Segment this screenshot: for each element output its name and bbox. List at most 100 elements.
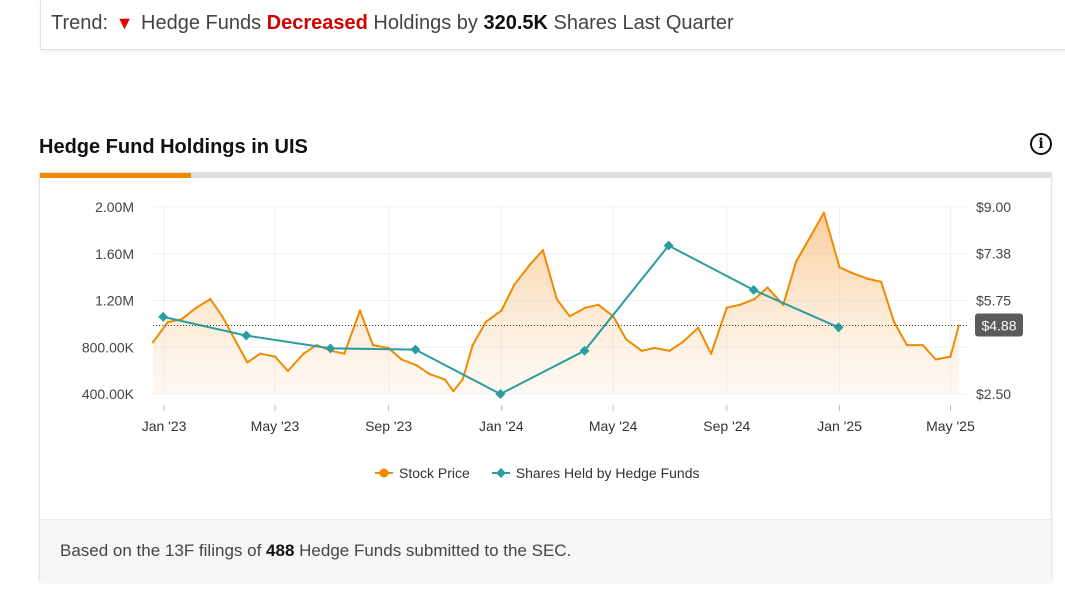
y-left-tick-label: 800.00K [82,339,135,355]
shares-held-point[interactable] [579,345,590,356]
y-right-tick-label: $9.00 [976,199,1011,215]
stock-price-legend-icon [375,468,393,478]
stock-price-point [696,326,700,330]
tab-bar [40,173,1051,178]
stock-price-point [195,306,198,309]
stock-price-point [934,358,937,361]
stock-price-point [258,352,262,355]
stock-price-point [753,297,756,301]
x-tick-label: May '24 [589,418,638,434]
stock-price-point [584,306,587,309]
y-left-tick-label: 400.00K [82,386,135,402]
stock-price-line [152,211,960,393]
shares-held-point[interactable] [663,240,674,251]
legend-label-stock-price: Stock Price [399,465,470,481]
trend-middle: Holdings by [373,12,478,34]
y-left-tick-label: 1.60M [95,246,134,262]
legend-label-shares-held: Shares Held by Hedge Funds [515,465,700,481]
stock-price-point [681,341,684,344]
shares-held-legend-icon [491,468,510,478]
shares-held-point[interactable] [241,330,252,341]
stock-price-point [461,378,464,381]
tab-active-indicator[interactable] [40,173,191,178]
trend-prefix: Trend: [51,12,109,34]
stock-price-point [151,341,155,344]
y-right-tick-label: $7.38 [976,246,1011,262]
stock-price-point [209,297,212,301]
stock-price-point [892,320,896,324]
chart-legend: Stock Price Shares Held by Hedge Funds [375,465,699,481]
shares-held-point[interactable] [325,343,336,354]
stock-price-point [568,315,571,318]
stock-price-point [766,286,769,289]
x-tick-label: Jan '25 [817,418,862,434]
stock-price-point [555,297,559,301]
info-icon[interactable]: i [1030,133,1052,155]
stock-price-point [371,343,375,347]
stock-price-point [809,234,813,237]
stock-price-point [428,372,431,376]
stock-price-point [180,318,183,321]
footer-prefix: Based on the 13F filings of [60,541,262,560]
stock-price-point [921,343,924,347]
stock-price-point [500,309,503,312]
stock-price-point [738,303,741,307]
down-arrow-icon: ▼ [115,13,134,33]
stock-price-point [597,303,600,307]
current-price-label: $4.88 [981,318,1016,334]
y-right-tick-label: $5.75 [976,293,1011,309]
trend-suffix: Shares Last Quarter [553,12,734,34]
stock-price-point [400,358,403,361]
x-tick-label: Sep '23 [365,418,412,434]
stock-price-point [709,352,713,355]
stock-price-point [273,355,277,358]
legend-item-stock-price[interactable]: Stock Price [375,465,470,481]
y-right-tick-label: $2.50 [976,386,1011,402]
x-tick-label: Sep '24 [703,418,750,434]
stock-price-point [624,338,628,341]
stock-price-point [471,343,474,347]
stock-price-point [528,263,532,266]
stock-price-point [822,211,826,214]
stock-price-point [879,280,883,283]
holdings-chart: 2.00M 1.60M 1.20M 800.00K 400.00K $9.00 $7.38… [82,199,1023,434]
stock-price-point [443,378,447,381]
trend-subject: Hedge Funds [141,12,262,34]
stock-price-point [541,248,545,252]
stock-price-point [905,343,909,347]
x-tick-label: May '23 [251,418,300,434]
hedge-fund-count: 488 [266,541,295,560]
stock-price-point [838,266,841,269]
stock-price-point [484,320,487,324]
stock-price-area [153,212,959,394]
stock-price-point [640,349,644,353]
stock-price-point [668,349,671,353]
x-tick-label: May '25 [926,418,975,434]
shares-held-point[interactable] [158,311,169,322]
x-tick-label: Jan '24 [479,418,524,434]
stock-price-point [286,369,290,373]
x-tick-label: Jan '23 [142,418,187,434]
y-left-tick-label: 1.20M [95,293,134,309]
stock-price-point [246,361,249,364]
footer-suffix: Hedge Funds submitted to the SEC. [299,541,572,560]
legend-item-shares-held[interactable]: Shares Held by Hedge Funds [491,465,700,481]
stock-price-point [949,355,952,358]
chart-card: 2.00M 1.60M 1.20M 800.00K 400.00K $9.00 $7.38… [39,172,1052,581]
stock-price-point [957,324,960,327]
stock-price-point [221,315,224,318]
stock-price-point [415,364,418,367]
y-left-tick-label: 2.00M [95,199,134,215]
stock-price-point [302,352,305,355]
stock-price-point [166,320,169,324]
stock-price-point [867,277,870,281]
stock-price-point [725,306,729,309]
stock-price-point [851,271,854,275]
stock-price-point [234,341,238,344]
shares-held-point[interactable] [833,322,844,333]
shares-held-point[interactable] [410,344,421,355]
trend-summary: Trend: ▼ Hedge Funds Decreased Holdings … [40,0,1065,50]
section-title: Hedge Fund Holdings in UIS [39,136,308,158]
shares-held-point[interactable] [748,285,759,295]
stock-price-point [358,309,362,312]
